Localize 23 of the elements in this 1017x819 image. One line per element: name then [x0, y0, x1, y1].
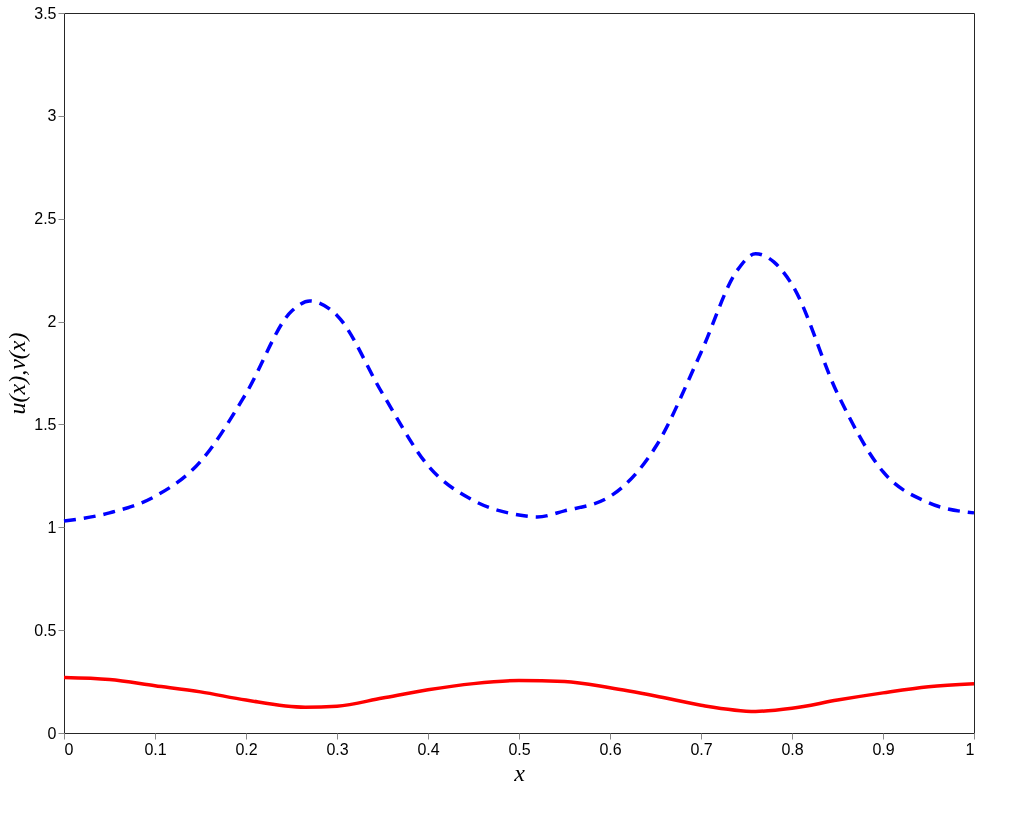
- x-tick-label: 0.4: [417, 740, 440, 758]
- x-tick-label: 1: [965, 740, 975, 758]
- y-tick-label: 0.5: [34, 621, 57, 639]
- y-tick-label: 3: [47, 107, 57, 125]
- y-tick-label: 1.5: [34, 415, 57, 433]
- y-tick-label: 0: [47, 724, 57, 742]
- x-tick-label: 0.9: [872, 740, 895, 758]
- x-tick-label: 0: [64, 740, 74, 758]
- x-tick-label: 0.6: [599, 740, 622, 758]
- y-tick-label: 2: [47, 313, 57, 331]
- x-axis-title: x: [513, 759, 526, 786]
- y-tick-label: 1: [47, 518, 57, 536]
- y-axis-title: u(x),v(x): [4, 332, 31, 415]
- line-series: [62, 675, 976, 714]
- y-tick-label: 3.5: [34, 4, 57, 22]
- x-tick-label: 0.1: [144, 740, 167, 758]
- x-tick-label: 0.3: [326, 740, 349, 758]
- x-tick-label: 0.2: [235, 740, 258, 758]
- x-tick-label: 0.5: [508, 740, 531, 758]
- x-tick-label: 0.8: [781, 740, 804, 758]
- x-tick-label: 0.7: [690, 740, 713, 758]
- line-series: [62, 251, 976, 523]
- y-tick-label: 2.5: [34, 210, 57, 228]
